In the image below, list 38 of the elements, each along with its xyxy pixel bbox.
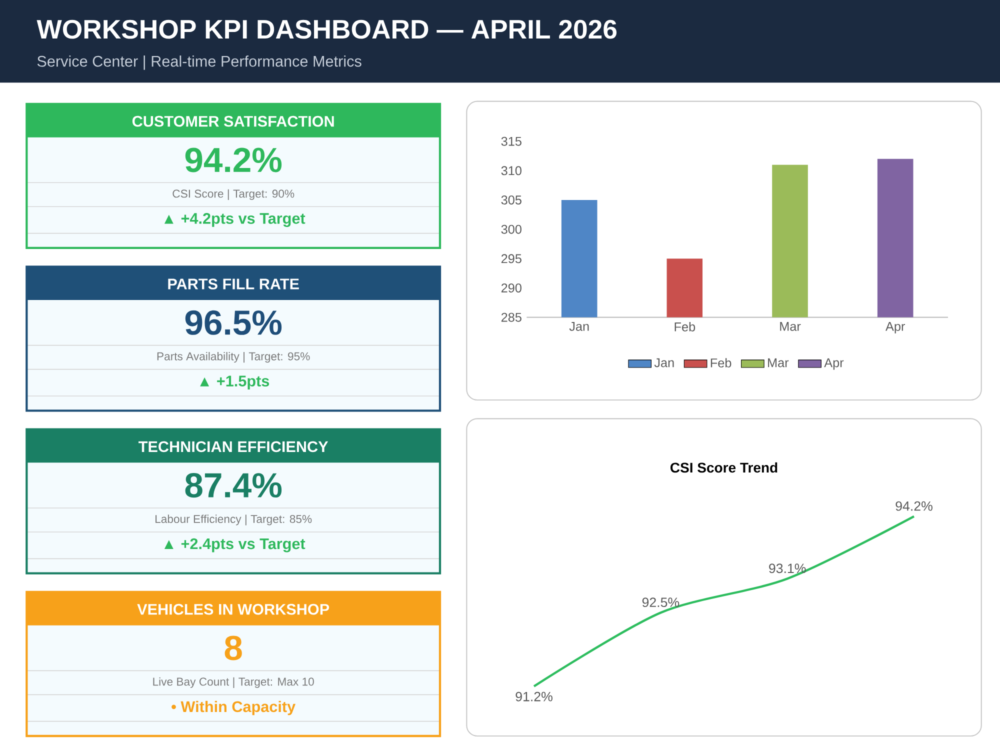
text: Service Center | Real-time Performance Metrics [37, 55, 362, 70]
y-tick-label: 295 [501, 254, 522, 264]
text: VEHICLES IN WORKSHOP [137, 604, 330, 615]
text: Parts Availability | Target: 95% [157, 352, 310, 363]
y-tick-label: 300 [501, 224, 522, 234]
text: • Within Capacity [172, 700, 296, 716]
legend-label: Apr [824, 358, 844, 370]
text: Live Bay Count | Target: Max 10 [153, 677, 314, 688]
text: 8 [224, 636, 242, 660]
text: 87.4% [185, 473, 282, 498]
text: PARTS FILL RATE [168, 278, 299, 290]
data-label: 93.1% [769, 564, 806, 574]
y-tick-label: 290 [501, 284, 522, 292]
x-tick-label: Apr [886, 322, 905, 334]
text: 94.2% [185, 148, 282, 172]
y-tick-label: 310 [501, 166, 522, 176]
text: WORKSHOP KPI DASHBOARD — APRIL 2026 [36, 20, 617, 39]
data-label: 94.2% [896, 501, 932, 511]
text: TECHNICIAN EFFICIENCY [138, 441, 328, 452]
y-tick-label: 315 [501, 136, 522, 146]
text: ▲ +1.5pts [200, 376, 270, 390]
text: Labour Efficiency | Target: 85% [156, 514, 312, 526]
chart-title: CSI Score Trend [670, 462, 778, 473]
y-tick-label: 305 [501, 196, 522, 204]
legend-label: Mar [768, 358, 789, 368]
text: 96.5% [185, 310, 282, 335]
y-tick-label: 285 [501, 312, 522, 322]
legend-label: Feb [710, 358, 732, 368]
text: CUSTOMER SATISFACTION [132, 116, 334, 127]
legend-label: Jan [654, 358, 674, 368]
data-label: 92.5% [642, 598, 680, 608]
x-tick-label: Feb [674, 322, 696, 332]
x-tick-label: Mar [780, 322, 801, 331]
text: ▲ +2.4pts vs Target [164, 538, 306, 552]
x-tick-label: Jan [569, 322, 589, 331]
text: CSI Score | Target: 90% [172, 189, 294, 200]
data-label: 91.2% [516, 692, 552, 702]
text: ▲ +4.2pts vs Target [164, 213, 306, 227]
